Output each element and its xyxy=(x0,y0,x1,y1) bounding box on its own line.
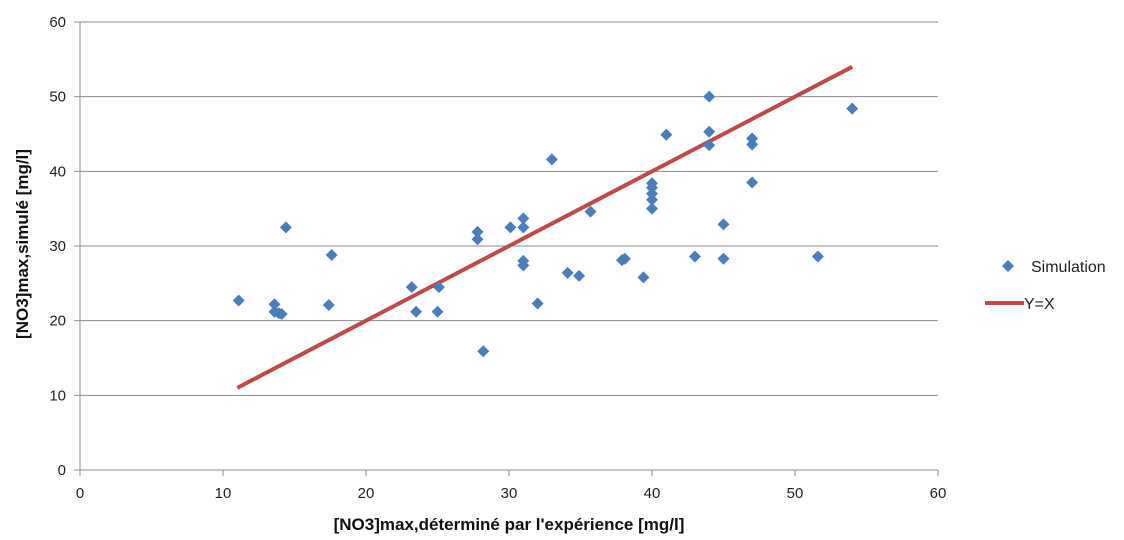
legend-label-y-equals-x: Y=X xyxy=(1024,296,1055,313)
axes xyxy=(74,21,939,476)
x-tick-label: 30 xyxy=(501,485,518,502)
data-point xyxy=(279,221,292,234)
x-tick-label: 50 xyxy=(787,485,804,502)
data-point xyxy=(703,90,716,103)
y-tick-label: 50 xyxy=(49,89,66,106)
data-point xyxy=(432,281,445,294)
y-tick-label: 20 xyxy=(49,313,66,330)
data-point xyxy=(746,176,759,189)
data-point xyxy=(646,193,658,206)
data-point xyxy=(405,281,418,294)
y-equals-x-line xyxy=(236,65,854,390)
x-axis-title: [NO3]max,déterminé par l'expérience [mg/… xyxy=(334,515,685,534)
data-point xyxy=(275,307,288,320)
data-point xyxy=(846,102,859,115)
data-point xyxy=(517,259,530,272)
data-point xyxy=(504,221,517,234)
legend: Simulation Y=X xyxy=(985,259,1106,313)
x-tick-label: 60 xyxy=(930,485,947,502)
y-tick-label: 30 xyxy=(49,238,66,255)
data-point xyxy=(811,250,824,263)
data-point xyxy=(688,250,701,263)
data-point xyxy=(703,125,716,138)
data-point xyxy=(717,218,730,231)
legend-label-simulation: Simulation xyxy=(1031,259,1106,276)
data-point xyxy=(517,212,530,225)
data-point xyxy=(232,294,245,307)
data-point xyxy=(660,128,673,141)
series-simulation xyxy=(232,90,859,358)
x-tick-labels: 0 10 20 30 40 50 60 xyxy=(76,485,947,502)
data-point xyxy=(561,266,574,279)
data-point xyxy=(573,269,586,282)
y-tick-label: 10 xyxy=(49,387,66,404)
y-tick-labels: 0 10 20 30 40 50 60 xyxy=(49,14,66,479)
x-tick-label: 40 xyxy=(644,485,661,502)
data-point xyxy=(471,233,484,246)
data-point xyxy=(517,221,530,234)
data-point xyxy=(531,297,544,310)
data-point xyxy=(703,139,716,152)
x-tick-label: 20 xyxy=(358,485,375,502)
y-tick-label: 40 xyxy=(49,163,66,180)
data-point xyxy=(431,305,444,318)
data-point xyxy=(325,248,338,261)
data-point xyxy=(471,225,484,238)
data-point xyxy=(584,205,597,218)
data-point xyxy=(646,202,658,215)
data-point xyxy=(545,153,558,166)
data-point xyxy=(322,298,335,311)
y-axis-title: [NO3]max,simulé [mg/l] xyxy=(13,149,32,339)
y-tick-label: 60 xyxy=(49,14,66,31)
data-point xyxy=(746,138,759,151)
data-point xyxy=(637,271,650,284)
series-y-equals-x xyxy=(236,65,854,390)
legend-marker-simulation xyxy=(1002,260,1014,272)
x-tick-label: 0 xyxy=(76,485,84,502)
y-tick-label: 0 xyxy=(58,462,66,479)
data-point xyxy=(477,345,490,358)
data-point xyxy=(410,305,423,318)
data-point xyxy=(618,252,631,265)
gridlines xyxy=(80,21,938,396)
x-tick-label: 10 xyxy=(215,485,232,502)
data-point xyxy=(717,252,730,265)
data-point xyxy=(268,298,281,311)
